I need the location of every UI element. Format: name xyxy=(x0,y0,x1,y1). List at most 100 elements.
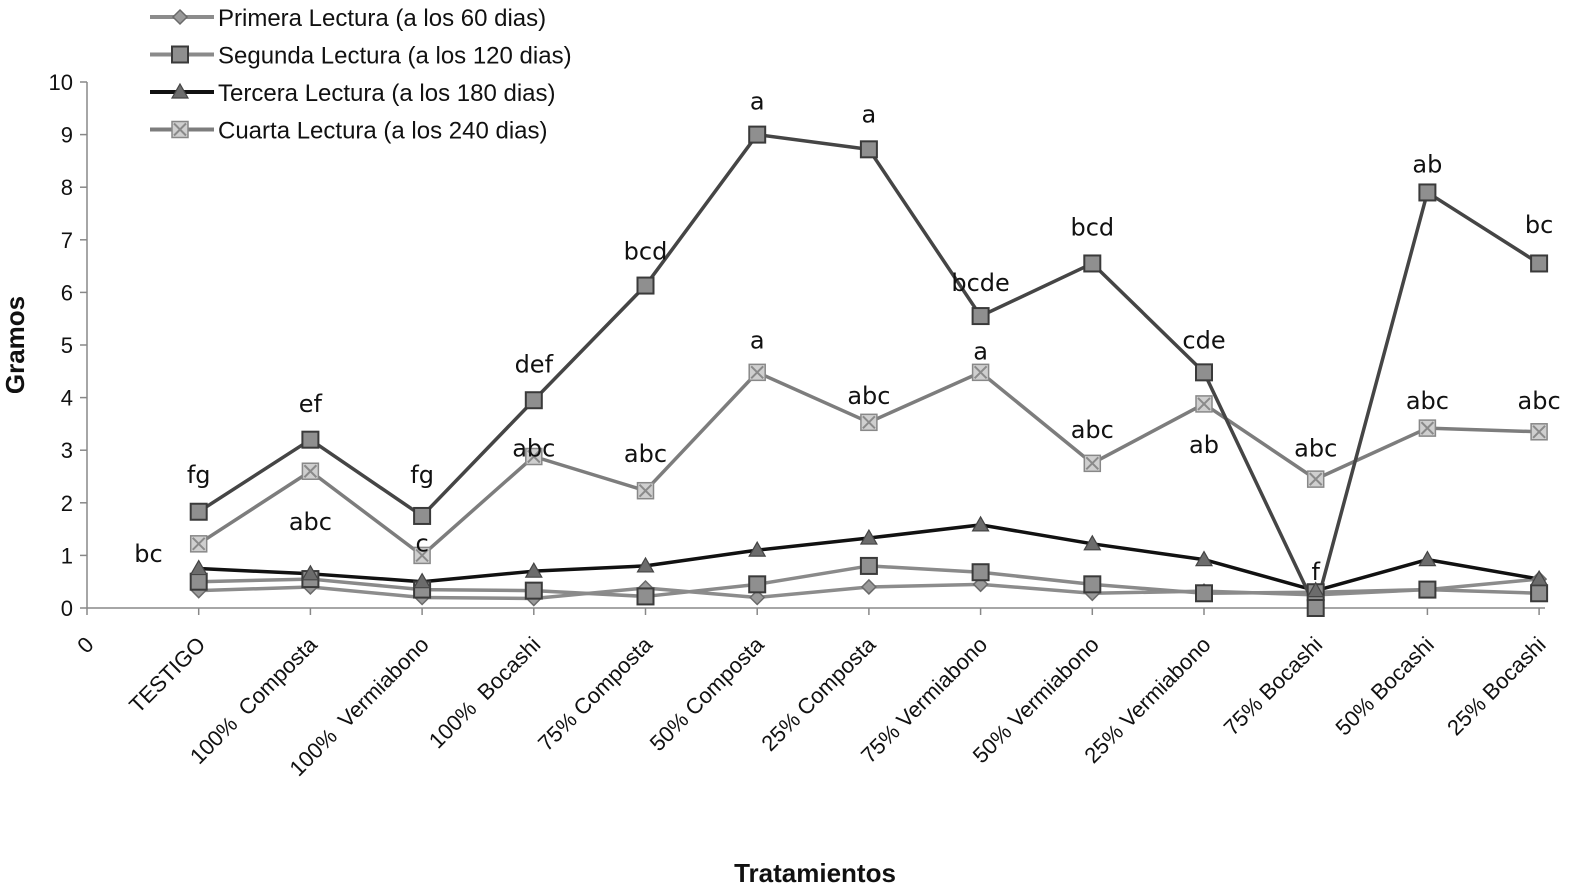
significance-label: abc xyxy=(1406,387,1449,415)
data-point xyxy=(525,447,543,466)
y-tick-label: 4 xyxy=(61,386,73,411)
data-point xyxy=(1195,363,1213,382)
significance-label: bcd xyxy=(624,237,668,265)
data-point xyxy=(301,430,320,449)
x-tick-label: 75% Composta xyxy=(533,631,658,756)
data-point xyxy=(636,556,655,573)
legend-item: Primera Lectura (a los 60 dias) xyxy=(150,5,546,32)
significance-label: a xyxy=(862,101,877,129)
data-point xyxy=(1418,419,1437,437)
legend-item: Tercera Lectura (a los 180 dias) xyxy=(150,80,556,107)
y-tick-label: 3 xyxy=(61,438,73,463)
y-tick-label: 8 xyxy=(61,175,73,200)
data-point xyxy=(171,8,189,26)
data-point xyxy=(524,561,543,578)
data-point xyxy=(189,572,208,591)
data-point xyxy=(413,506,432,525)
significance-label: a xyxy=(750,87,765,115)
data-point xyxy=(1530,584,1549,603)
data-point xyxy=(1194,550,1214,567)
significance-label: fg xyxy=(187,461,211,489)
significance-label: ab xyxy=(1189,431,1219,459)
significance-label: abc xyxy=(1071,416,1114,444)
data-point xyxy=(1083,534,1102,551)
legend-item: Segunda Lectura (a los 120 dias) xyxy=(150,43,572,70)
data-point xyxy=(636,276,655,295)
legend-label: Segunda Lectura (a los 120 dias) xyxy=(218,43,572,70)
legend-label: Cuarta Lectura (a los 240 dias) xyxy=(218,118,548,145)
x-tick-label: 25% Bocashi xyxy=(1442,632,1550,740)
data-point xyxy=(748,540,767,557)
x-origin-label: 0 xyxy=(72,632,98,658)
x-tick-label: 25% Composta xyxy=(756,631,881,756)
significance-label: abc xyxy=(624,440,667,468)
data-point xyxy=(1530,569,1549,586)
significance-label: abc xyxy=(289,508,332,536)
significance-label: a xyxy=(973,337,988,365)
data-point xyxy=(859,140,878,159)
significance-label: fg xyxy=(410,461,434,489)
data-point xyxy=(524,391,543,410)
data-point xyxy=(1418,183,1437,202)
data-point xyxy=(860,413,878,432)
series-markers xyxy=(190,571,1548,607)
data-point xyxy=(1083,575,1102,594)
y-tick-label: 6 xyxy=(61,280,73,305)
legend-label: Primera Lectura (a los 60 dias) xyxy=(218,5,546,32)
y-tick-label: 5 xyxy=(61,333,73,358)
y-tick-label: 10 xyxy=(49,70,73,95)
data-point xyxy=(636,481,655,500)
data-point xyxy=(413,572,432,589)
data-point xyxy=(301,462,320,480)
data-point xyxy=(1195,584,1213,603)
series-markers xyxy=(189,125,1549,617)
data-point xyxy=(524,581,543,600)
legend: Primera Lectura (a los 60 dias) Segunda L… xyxy=(150,5,572,145)
data-point xyxy=(413,546,431,565)
series-markers xyxy=(189,515,1549,598)
y-tick-label: 1 xyxy=(61,543,73,568)
y-tick-label: 9 xyxy=(61,123,73,148)
legend-label: Tercera Lectura (a los 180 dias) xyxy=(218,80,556,107)
data-point xyxy=(1418,550,1437,567)
significance-label: abc xyxy=(512,435,555,463)
data-point xyxy=(1306,599,1325,617)
x-tick-label: 50% Composta xyxy=(645,631,770,756)
data-point xyxy=(1195,395,1213,413)
series-markers xyxy=(189,363,1548,565)
data-point xyxy=(1530,423,1548,441)
significance-label: f xyxy=(1311,558,1320,586)
data-point xyxy=(971,307,990,326)
data-point xyxy=(189,559,208,576)
data-point xyxy=(971,363,990,382)
legend-item: Cuarta Lectura (a los 240 dias) xyxy=(150,118,548,145)
data-point xyxy=(1530,254,1549,273)
x-tick-label: 75% Bocashi xyxy=(1219,632,1327,740)
data-point xyxy=(171,45,189,64)
data-point xyxy=(1418,580,1437,599)
data-point xyxy=(1306,581,1325,598)
significance-label: bcde xyxy=(951,269,1009,297)
data-point xyxy=(859,556,878,575)
x-axis-title: Tratamientos xyxy=(734,858,896,888)
data-point xyxy=(971,563,990,582)
x-tick-label: TESTIGO xyxy=(124,632,210,718)
y-tick-label: 2 xyxy=(61,491,73,516)
data-point xyxy=(748,575,767,594)
significance-label: bc xyxy=(1525,211,1553,239)
data-point xyxy=(170,82,190,99)
significance-label: a xyxy=(750,327,765,355)
y-tick-label: 0 xyxy=(61,596,73,621)
data-point xyxy=(171,120,189,139)
significance-label: abc xyxy=(1294,435,1337,463)
data-point xyxy=(860,578,877,596)
data-point xyxy=(748,363,766,382)
data-point xyxy=(1083,254,1102,273)
data-point xyxy=(301,564,320,581)
x-tick-label: 50% Bocashi xyxy=(1330,632,1438,740)
data-point xyxy=(1306,470,1325,488)
significance-labels: bcfgefabcfgcdefabcbcdabcaaaabcbcdeabcdab… xyxy=(134,87,1560,586)
y-ticks: 0 1 2 3 4 5 6 7 8 9 10 xyxy=(49,70,87,621)
significance-label: abc xyxy=(1518,387,1561,415)
